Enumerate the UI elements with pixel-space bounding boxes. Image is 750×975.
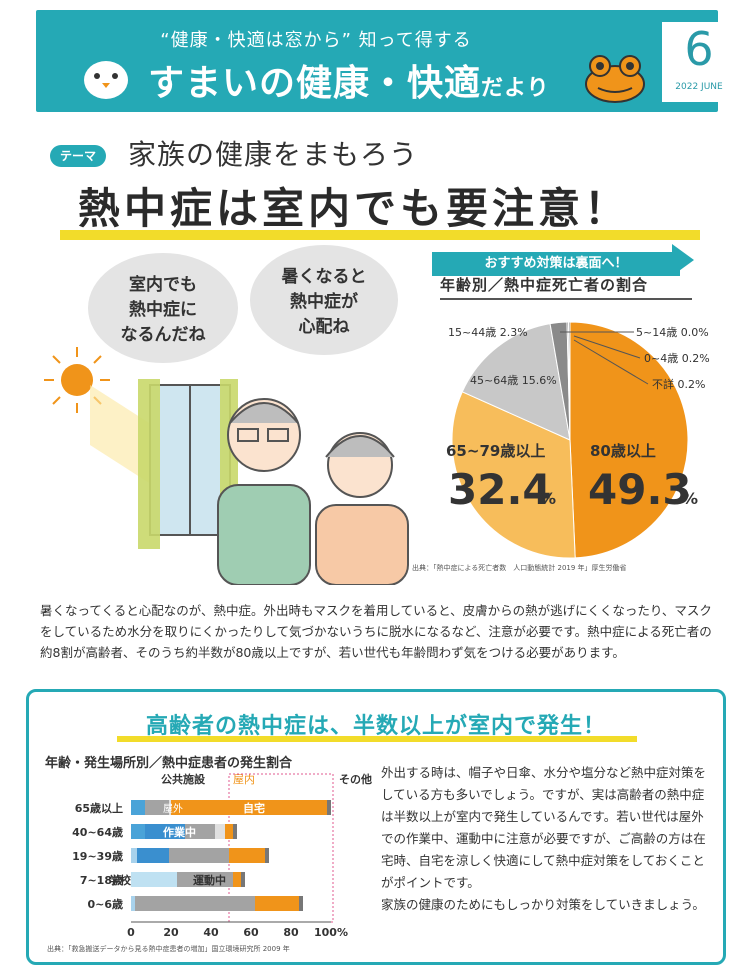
bar-segment — [169, 800, 171, 815]
bar-segment — [225, 824, 233, 839]
legend-other: その他 — [339, 772, 372, 786]
chick-mascot-icon — [84, 61, 128, 99]
bar-segment — [255, 896, 299, 911]
speech-bubble-left: 室内でも 熱中症に なるんだね — [88, 253, 238, 363]
bar-chart-source: 出典：「救急搬送データから見る熱中症患者の増加」国立環境研究所 2009 年 — [47, 945, 290, 953]
bar-label-work: 作業中 — [163, 825, 196, 839]
arrow-right-icon — [672, 244, 694, 276]
bar-segment — [229, 848, 265, 863]
panel-title-underline — [117, 736, 637, 742]
x-tick-label: 0 — [127, 926, 135, 939]
bar-segment — [241, 872, 245, 887]
bar-segment — [169, 848, 229, 863]
newsletter-title: すまいの健康・快適だより — [148, 54, 550, 106]
pie-leader-lines — [560, 331, 649, 385]
pie-label-unknown: 不詳 0.2% — [652, 377, 705, 391]
panel-text: 外出する時は、帽子や日傘、水分や塩分など熱中症対策をしている方も多いでしょう。で… — [381, 762, 715, 916]
x-tick-label: 100% — [314, 926, 348, 939]
header-subtitle: “健康・快適は窓から” 知って得する — [160, 30, 472, 51]
bar-segment — [135, 896, 255, 911]
bar-segment — [327, 800, 331, 815]
pie-label-80: 80歳以上 — [590, 442, 656, 460]
bar-segment — [145, 824, 185, 839]
bar-segment — [137, 848, 169, 863]
theme-text: 家族の健康をまもろう — [128, 138, 419, 171]
bar-segment — [131, 824, 145, 839]
pie-value-80: 49.3 — [588, 465, 692, 514]
pie-slice — [568, 321, 571, 441]
bar-segment — [137, 872, 177, 887]
bar-category-label: 19~39歳 — [72, 849, 123, 863]
speech-bubble-right: 暑くなると 熱中症が 心配ね — [250, 245, 398, 355]
pie-chart-title: 年齢別／熱中症死亡者の割合 — [440, 274, 692, 300]
pie-label-15-44: 15~44歳 2.3% — [448, 326, 528, 339]
bar-segment — [131, 896, 135, 911]
legend-public-facility: 公共施設 — [161, 772, 206, 786]
bar-segment — [131, 800, 145, 815]
issue-box: 6 2022 JUNE — [662, 22, 736, 102]
panel-text-main: 外出する時は、帽子や日傘、水分や塩分など熱中症対策をしている方も多いでしょう。で… — [381, 765, 707, 890]
pie-label-65-79: 65~79歳以上 — [446, 442, 545, 460]
bar-segment — [131, 848, 137, 863]
pie-chart-source: 出典：「熱中症による死亡者数 人口動態統計 2019 年」厚生労働省 — [412, 564, 627, 572]
issue-date: 2022 JUNE — [675, 82, 723, 92]
pie-label-45-64: 45~64歳 15.6% — [470, 374, 557, 387]
bar-chart-title: 年齢・発生場所別／熱中症患者の発生割合 — [45, 756, 293, 771]
bubble-right-line-1: 暑くなると — [281, 267, 367, 287]
x-tick-label: 20 — [163, 926, 179, 939]
legend-indoor: 屋内 — [233, 772, 255, 786]
pie-chart: 15~44歳 2.3% 45~64歳 15.6% 5~14歳 0.0% 0~4歳 0.… — [446, 321, 710, 559]
newsletter-header: “健康・快適は窓から” 知って得する すまいの健康・快適だより 6 2022 J… — [36, 10, 736, 112]
bar-segment — [233, 824, 237, 839]
bar-category-label: 7~18歳 — [80, 873, 123, 887]
bar-label-outdoor: 屋外 — [163, 803, 183, 815]
page-title: 熱中症は室内でも要注意！ — [78, 184, 631, 233]
pie-label-5-14: 5~14歳 0.0% — [636, 326, 709, 339]
bar-segment — [177, 872, 233, 887]
title-underline — [60, 230, 700, 240]
info-panel: 高齢者の熱中症は、半数以上が室内で発生！ 年齢・発生場所別／熱中症患者の発生割合… — [26, 689, 726, 965]
theme-badge: テーマ — [50, 145, 106, 167]
pie-pct-65-79: % — [540, 489, 556, 508]
pie-label-0-4: 0~4歳 0.2% — [644, 352, 710, 365]
title-main: すまいの健康・快適 — [148, 63, 482, 104]
pie-value-65-79: 32.4 — [448, 465, 552, 514]
bubble-right-line-2: 熱中症が — [290, 292, 358, 312]
bar-segment — [171, 800, 327, 815]
bar-segment — [185, 824, 215, 839]
title-small: だより — [481, 76, 550, 101]
bar-category-label: 65歳以上 — [75, 801, 123, 815]
bar-category-label: 0~6歳 — [87, 897, 123, 911]
pie-slice — [461, 323, 571, 441]
bar-label-home: 自宅 — [243, 801, 265, 815]
panel-title: 高齢者の熱中症は、半数以上が室内で発生！ — [145, 714, 606, 739]
panel-text-closing: 家族の健康のためにもしっかり対策をしていきましょう。 — [381, 897, 705, 912]
bar-segment — [265, 848, 269, 863]
elderly-couple-icon — [217, 398, 409, 585]
bar-segment — [145, 800, 169, 815]
bar-segment — [215, 824, 225, 839]
x-tick-label: 80 — [283, 926, 299, 939]
x-tick-label: 60 — [243, 926, 259, 939]
intro-paragraph: 暑くなってくると心配なのが、熱中症。外出時もマスクを着用していると、皮膚からの熱… — [40, 603, 712, 660]
illustration: 室内でも 熱中症に なるんだね 暑くなると 熱中症が 心配ね — [40, 245, 420, 585]
bubble-left-line-2: 熱中症に — [129, 300, 197, 320]
frog-mascot-icon — [585, 55, 645, 103]
bubble-left-line-3: なるんだね — [120, 325, 206, 345]
bubble-left-line-1: 室内でも — [129, 275, 197, 295]
bar-segment — [233, 872, 241, 887]
pie-pct-80: % — [682, 489, 698, 508]
see-back-page-button[interactable]: おすすめ対策は裏面へ！ — [432, 252, 680, 276]
bar-segment — [299, 896, 303, 911]
bar-segment — [131, 872, 137, 887]
stacked-bar-chart: 公共施設 屋内 その他 65歳以上 40~64歳 19~39歳 7~18歳 0~6歳 屋外 自宅作… — [72, 772, 372, 939]
bubble-right-line-3: 心配ね — [298, 317, 350, 337]
bar-label-school: 学校 — [109, 873, 132, 887]
bar-category-label: 40~64歳 — [72, 825, 123, 839]
pie-slice — [451, 391, 576, 559]
x-tick-label: 40 — [203, 926, 219, 939]
issue-number: 6 — [684, 22, 714, 76]
bar-label-exercise: 運動中 — [193, 873, 226, 887]
